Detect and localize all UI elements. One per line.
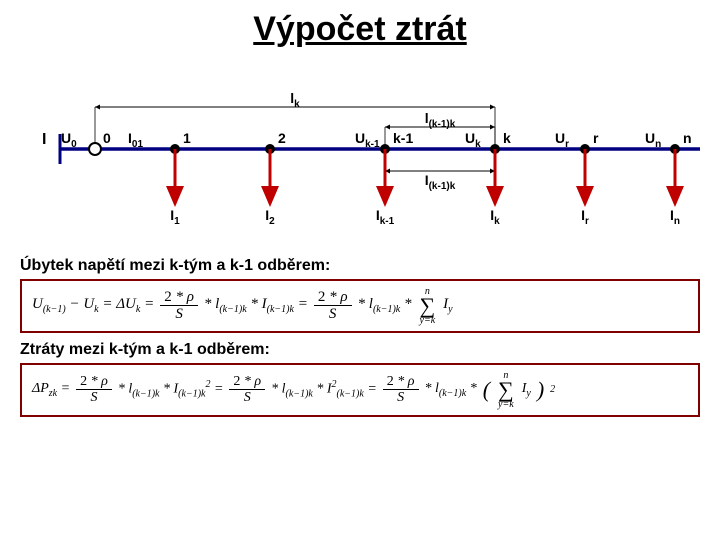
equation-voltage-drop: U(k−1) − Uk = ΔUk = 2 * ρS * l(k−1)k * I… [20, 279, 700, 333]
svg-text:n: n [683, 130, 692, 146]
circuit-diagram: Ilkl(k-1)kI(k-1)k0U01I12I2k-1Uk-1Ik-1kUk… [0, 49, 720, 249]
svg-text:Ik-1: Ik-1 [376, 207, 395, 227]
svg-text:In: In [670, 207, 680, 227]
svg-text:I: I [42, 131, 46, 148]
svg-text:k: k [503, 130, 511, 146]
svg-text:Uk: Uk [465, 130, 481, 150]
svg-text:I1: I1 [170, 207, 180, 227]
svg-text:U0: U0 [61, 130, 77, 150]
svg-text:Ir: Ir [581, 207, 589, 227]
svg-text:Ik: Ik [490, 207, 500, 227]
svg-text:I01: I01 [128, 130, 143, 150]
svg-text:Uk-1: Uk-1 [355, 130, 380, 150]
page-title: Výpočet ztrát [0, 10, 720, 49]
svg-text:l(k-1)k: l(k-1)k [425, 110, 456, 130]
svg-text:0: 0 [103, 130, 111, 146]
svg-text:2: 2 [278, 130, 286, 146]
svg-text:Un: Un [645, 130, 661, 150]
svg-text:1: 1 [183, 130, 191, 146]
svg-text:Ur: Ur [555, 130, 569, 150]
caption-voltage-drop: Úbytek napětí mezi k-tým a k-1 odběrem: [20, 257, 720, 275]
svg-text:r: r [593, 130, 599, 146]
svg-text:k-1: k-1 [393, 130, 413, 146]
caption-losses: Ztráty mezi k-tým a k-1 odběrem: [20, 341, 720, 359]
equation-losses: ΔPzk = 2 * ρS * l(k−1)k * I(k−1)k2 = 2 *… [20, 363, 700, 417]
svg-text:I2: I2 [265, 207, 275, 227]
svg-text:I(k-1)k: I(k-1)k [425, 172, 456, 192]
